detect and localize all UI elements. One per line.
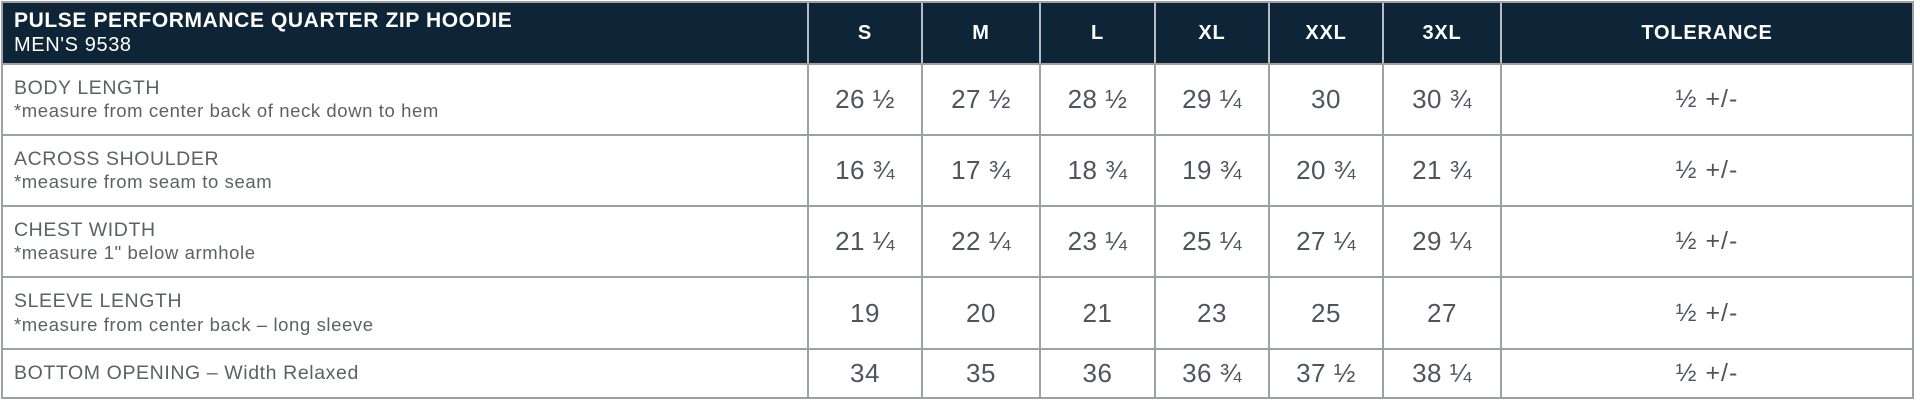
measurement-note: *measure from center back – long sleeve <box>14 313 374 335</box>
value-cell-l: 21 <box>1039 276 1154 348</box>
measurement-note: *measure 1" below armhole <box>14 242 256 264</box>
measurement-label-cell: SLEEVE LENGTH *measure from center back … <box>3 276 807 348</box>
value-cell-3xl: 38 ¼ <box>1382 347 1500 397</box>
size-column-header-s: S <box>807 3 921 63</box>
value-cell-xl: 19 ¾ <box>1154 134 1268 206</box>
value-cell-s: 19 <box>807 276 921 348</box>
tolerance-value-cell: ½ +/- <box>1500 205 1912 277</box>
value-cell-l: 18 ¾ <box>1039 134 1154 206</box>
value-cell-xl: 23 <box>1154 276 1268 348</box>
value-cell-xl: 29 ¼ <box>1154 63 1268 135</box>
value-cell-xl: 36 ¾ <box>1154 347 1268 397</box>
value-cell-m: 22 ¼ <box>921 205 1039 277</box>
value-cell-s: 26 ½ <box>807 63 921 135</box>
tolerance-value-cell: ½ +/- <box>1500 134 1912 206</box>
tolerance-value-cell: ½ +/- <box>1500 276 1912 348</box>
value-cell-s: 16 ¾ <box>807 134 921 206</box>
value-cell-m: 27 ½ <box>921 63 1039 135</box>
measurement-name: BODY LENGTH <box>14 76 161 99</box>
measurement-name: CHEST WIDTH <box>14 219 156 242</box>
measurement-label-cell: BOTTOM OPENING – Width Relaxed <box>3 347 807 397</box>
value-cell-3xl: 30 ¾ <box>1382 63 1500 135</box>
value-cell-3xl: 29 ¼ <box>1382 205 1500 277</box>
table-row-body-length: BODY LENGTH *measure from center back of… <box>3 63 1912 135</box>
value-cell-l: 36 <box>1039 347 1154 397</box>
value-cell-s: 21 ¼ <box>807 205 921 277</box>
measurement-note: *measure from seam to seam <box>14 171 273 193</box>
value-cell-xxl: 27 ¼ <box>1268 205 1382 277</box>
tolerance-value-cell: ½ +/- <box>1500 347 1912 397</box>
value-cell-m: 35 <box>921 347 1039 397</box>
table-row-bottom-opening: BOTTOM OPENING – Width Relaxed 34 35 36 … <box>3 347 1912 397</box>
table-row-sleeve-length: SLEEVE LENGTH *measure from center back … <box>3 276 1912 348</box>
value-cell-m: 20 <box>921 276 1039 348</box>
value-cell-xl: 25 ¼ <box>1154 205 1268 277</box>
measurement-name: SLEEVE LENGTH <box>14 290 183 313</box>
size-column-header-xxl: XXL <box>1268 3 1382 63</box>
value-cell-xxl: 30 <box>1268 63 1382 135</box>
measurement-label-cell: BODY LENGTH *measure from center back of… <box>3 63 807 135</box>
measurement-note: *measure from center back of neck down t… <box>14 100 439 122</box>
value-cell-3xl: 27 <box>1382 276 1500 348</box>
size-column-header-m: M <box>921 3 1039 63</box>
tolerance-column-header: TOLERANCE <box>1500 3 1912 63</box>
product-subtitle: MEN'S 9538 <box>14 33 132 56</box>
size-column-header-xl: XL <box>1154 3 1268 63</box>
value-cell-s: 34 <box>807 347 921 397</box>
product-header-cell: PULSE PERFORMANCE QUARTER ZIP HOODIE MEN… <box>3 3 807 63</box>
table-row-chest-width: CHEST WIDTH *measure 1" below armhole 21… <box>3 205 1912 277</box>
value-cell-xxl: 25 <box>1268 276 1382 348</box>
value-cell-l: 28 ½ <box>1039 63 1154 135</box>
value-cell-3xl: 21 ¾ <box>1382 134 1500 206</box>
size-column-header-l: L <box>1039 3 1154 63</box>
measurement-label-cell: ACROSS SHOULDER *measure from seam to se… <box>3 134 807 206</box>
measurement-label-cell: CHEST WIDTH *measure 1" below armhole <box>3 205 807 277</box>
measurement-name: ACROSS SHOULDER <box>14 147 220 170</box>
measurement-name: BOTTOM OPENING – Width Relaxed <box>14 361 359 384</box>
tolerance-value-cell: ½ +/- <box>1500 63 1912 135</box>
value-cell-xxl: 37 ½ <box>1268 347 1382 397</box>
table-row-across-shoulder: ACROSS SHOULDER *measure from seam to se… <box>3 134 1912 206</box>
value-cell-l: 23 ¼ <box>1039 205 1154 277</box>
size-column-header-3xl: 3XL <box>1382 3 1500 63</box>
table-header-row: PULSE PERFORMANCE QUARTER ZIP HOODIE MEN… <box>3 3 1912 63</box>
value-cell-m: 17 ¾ <box>921 134 1039 206</box>
product-title: PULSE PERFORMANCE QUARTER ZIP HOODIE <box>14 9 513 33</box>
value-cell-xxl: 20 ¾ <box>1268 134 1382 206</box>
